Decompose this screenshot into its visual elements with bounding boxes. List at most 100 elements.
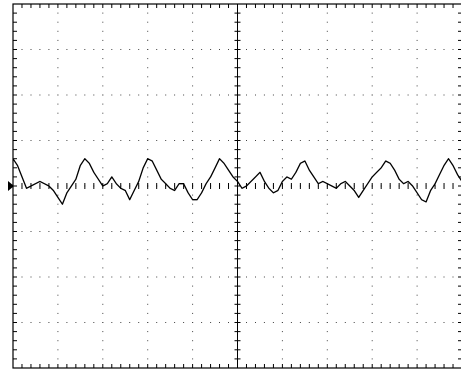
graticule-dot [407, 49, 409, 50]
graticule-dot [371, 258, 373, 260]
graticule-dot [192, 231, 194, 232]
graticule-dot [371, 285, 373, 287]
graticule-dot [416, 221, 418, 223]
graticule-dot [66, 49, 68, 50]
graticule-dot [192, 212, 194, 214]
graticule-dot [353, 49, 355, 50]
graticule-dot [57, 76, 59, 78]
graticule-dot [416, 331, 418, 333]
graticule-dot [281, 194, 283, 196]
graticule-dot [102, 276, 104, 278]
graticule-dot [192, 85, 194, 87]
graticule-dot [129, 94, 131, 96]
graticule-dot [272, 276, 274, 278]
graticule-dot [201, 140, 203, 141]
graticule-dot [371, 312, 373, 314]
graticule-dot [57, 158, 59, 160]
graticule-dot [263, 276, 265, 278]
graticule-dot [434, 140, 436, 141]
graticule-dot [371, 140, 373, 141]
graticule-dot [39, 231, 41, 232]
graticule-dot [434, 49, 436, 50]
graticule-dot [281, 39, 283, 41]
graticule-dot [192, 240, 194, 242]
graticule-dot [102, 240, 104, 242]
graticule-dot [174, 276, 176, 278]
graticule-dot [57, 39, 59, 41]
graticule-dot [48, 140, 50, 141]
graticule-dot [326, 303, 328, 305]
graticule-dot [147, 149, 149, 151]
graticule-dot [165, 94, 167, 96]
graticule-dot [192, 258, 194, 260]
graticule-dot [353, 276, 355, 278]
graticule-dot [39, 140, 41, 141]
graticule-dot [326, 276, 328, 278]
graticule-dot [362, 140, 364, 141]
graticule-dot [102, 285, 104, 287]
graticule-dot [57, 94, 59, 96]
graticule-dot [111, 322, 113, 323]
graticule-dot [102, 130, 104, 132]
graticule-dot [66, 322, 68, 323]
graticule-dot [147, 349, 149, 351]
graticule-dot [93, 276, 95, 278]
graticule-dot [452, 94, 454, 96]
graticule-dot [147, 258, 149, 260]
graticule-dot [21, 276, 23, 278]
graticule-dot [102, 231, 104, 232]
graticule-dot [102, 103, 104, 105]
graticule-dot [192, 358, 194, 360]
graticule-dot [353, 94, 355, 96]
graticule-dot [452, 322, 454, 323]
graticule-dot [371, 203, 373, 205]
graticule-dot [57, 140, 59, 141]
graticule-dot [192, 322, 194, 323]
graticule-dot [192, 12, 194, 14]
graticule-dot [335, 322, 337, 323]
graticule-dot [147, 212, 149, 214]
graticule-dot [210, 276, 212, 278]
graticule-dot [228, 322, 229, 323]
graticule-dot [326, 39, 328, 41]
graticule-dot [416, 212, 418, 214]
graticule-dot [57, 67, 59, 69]
graticule-dot [147, 203, 149, 205]
graticule-dot [281, 167, 283, 169]
graticule-dot [281, 85, 283, 87]
graticule-dot [84, 140, 86, 141]
graticule-dot [228, 94, 229, 96]
graticule-dot [326, 121, 328, 123]
graticule-dot [281, 240, 283, 242]
graticule-dot [299, 276, 301, 278]
graticule-dot [326, 21, 328, 23]
graticule-dot [281, 176, 283, 178]
graticule-dot [263, 322, 265, 323]
graticule-dot [416, 85, 418, 87]
graticule-dot [138, 231, 140, 232]
graticule-dot [138, 140, 140, 141]
graticule-dot [281, 331, 283, 333]
graticule-dot [57, 12, 59, 14]
graticule-dot [326, 249, 328, 251]
graticule-dot [326, 231, 328, 232]
graticule-dot [317, 231, 319, 232]
graticule-dot [416, 21, 418, 23]
graticule-dot [416, 340, 418, 342]
graticule-dot [21, 94, 23, 96]
ground-marker-icon [8, 181, 14, 191]
graticule-dot [290, 322, 292, 323]
graticule-dot [39, 322, 41, 323]
graticule-dot [371, 240, 373, 242]
graticule-dot [210, 322, 212, 323]
graticule-dot [102, 30, 104, 32]
graticule-dot [57, 194, 59, 196]
graticule-dot [93, 140, 95, 141]
graticule-dot [147, 85, 149, 87]
graticule-dot [147, 249, 149, 251]
graticule-dot [147, 267, 149, 269]
graticule-dot [416, 194, 418, 196]
graticule-dot [398, 276, 400, 278]
graticule-dot [308, 276, 310, 278]
graticule-dot [30, 276, 32, 278]
